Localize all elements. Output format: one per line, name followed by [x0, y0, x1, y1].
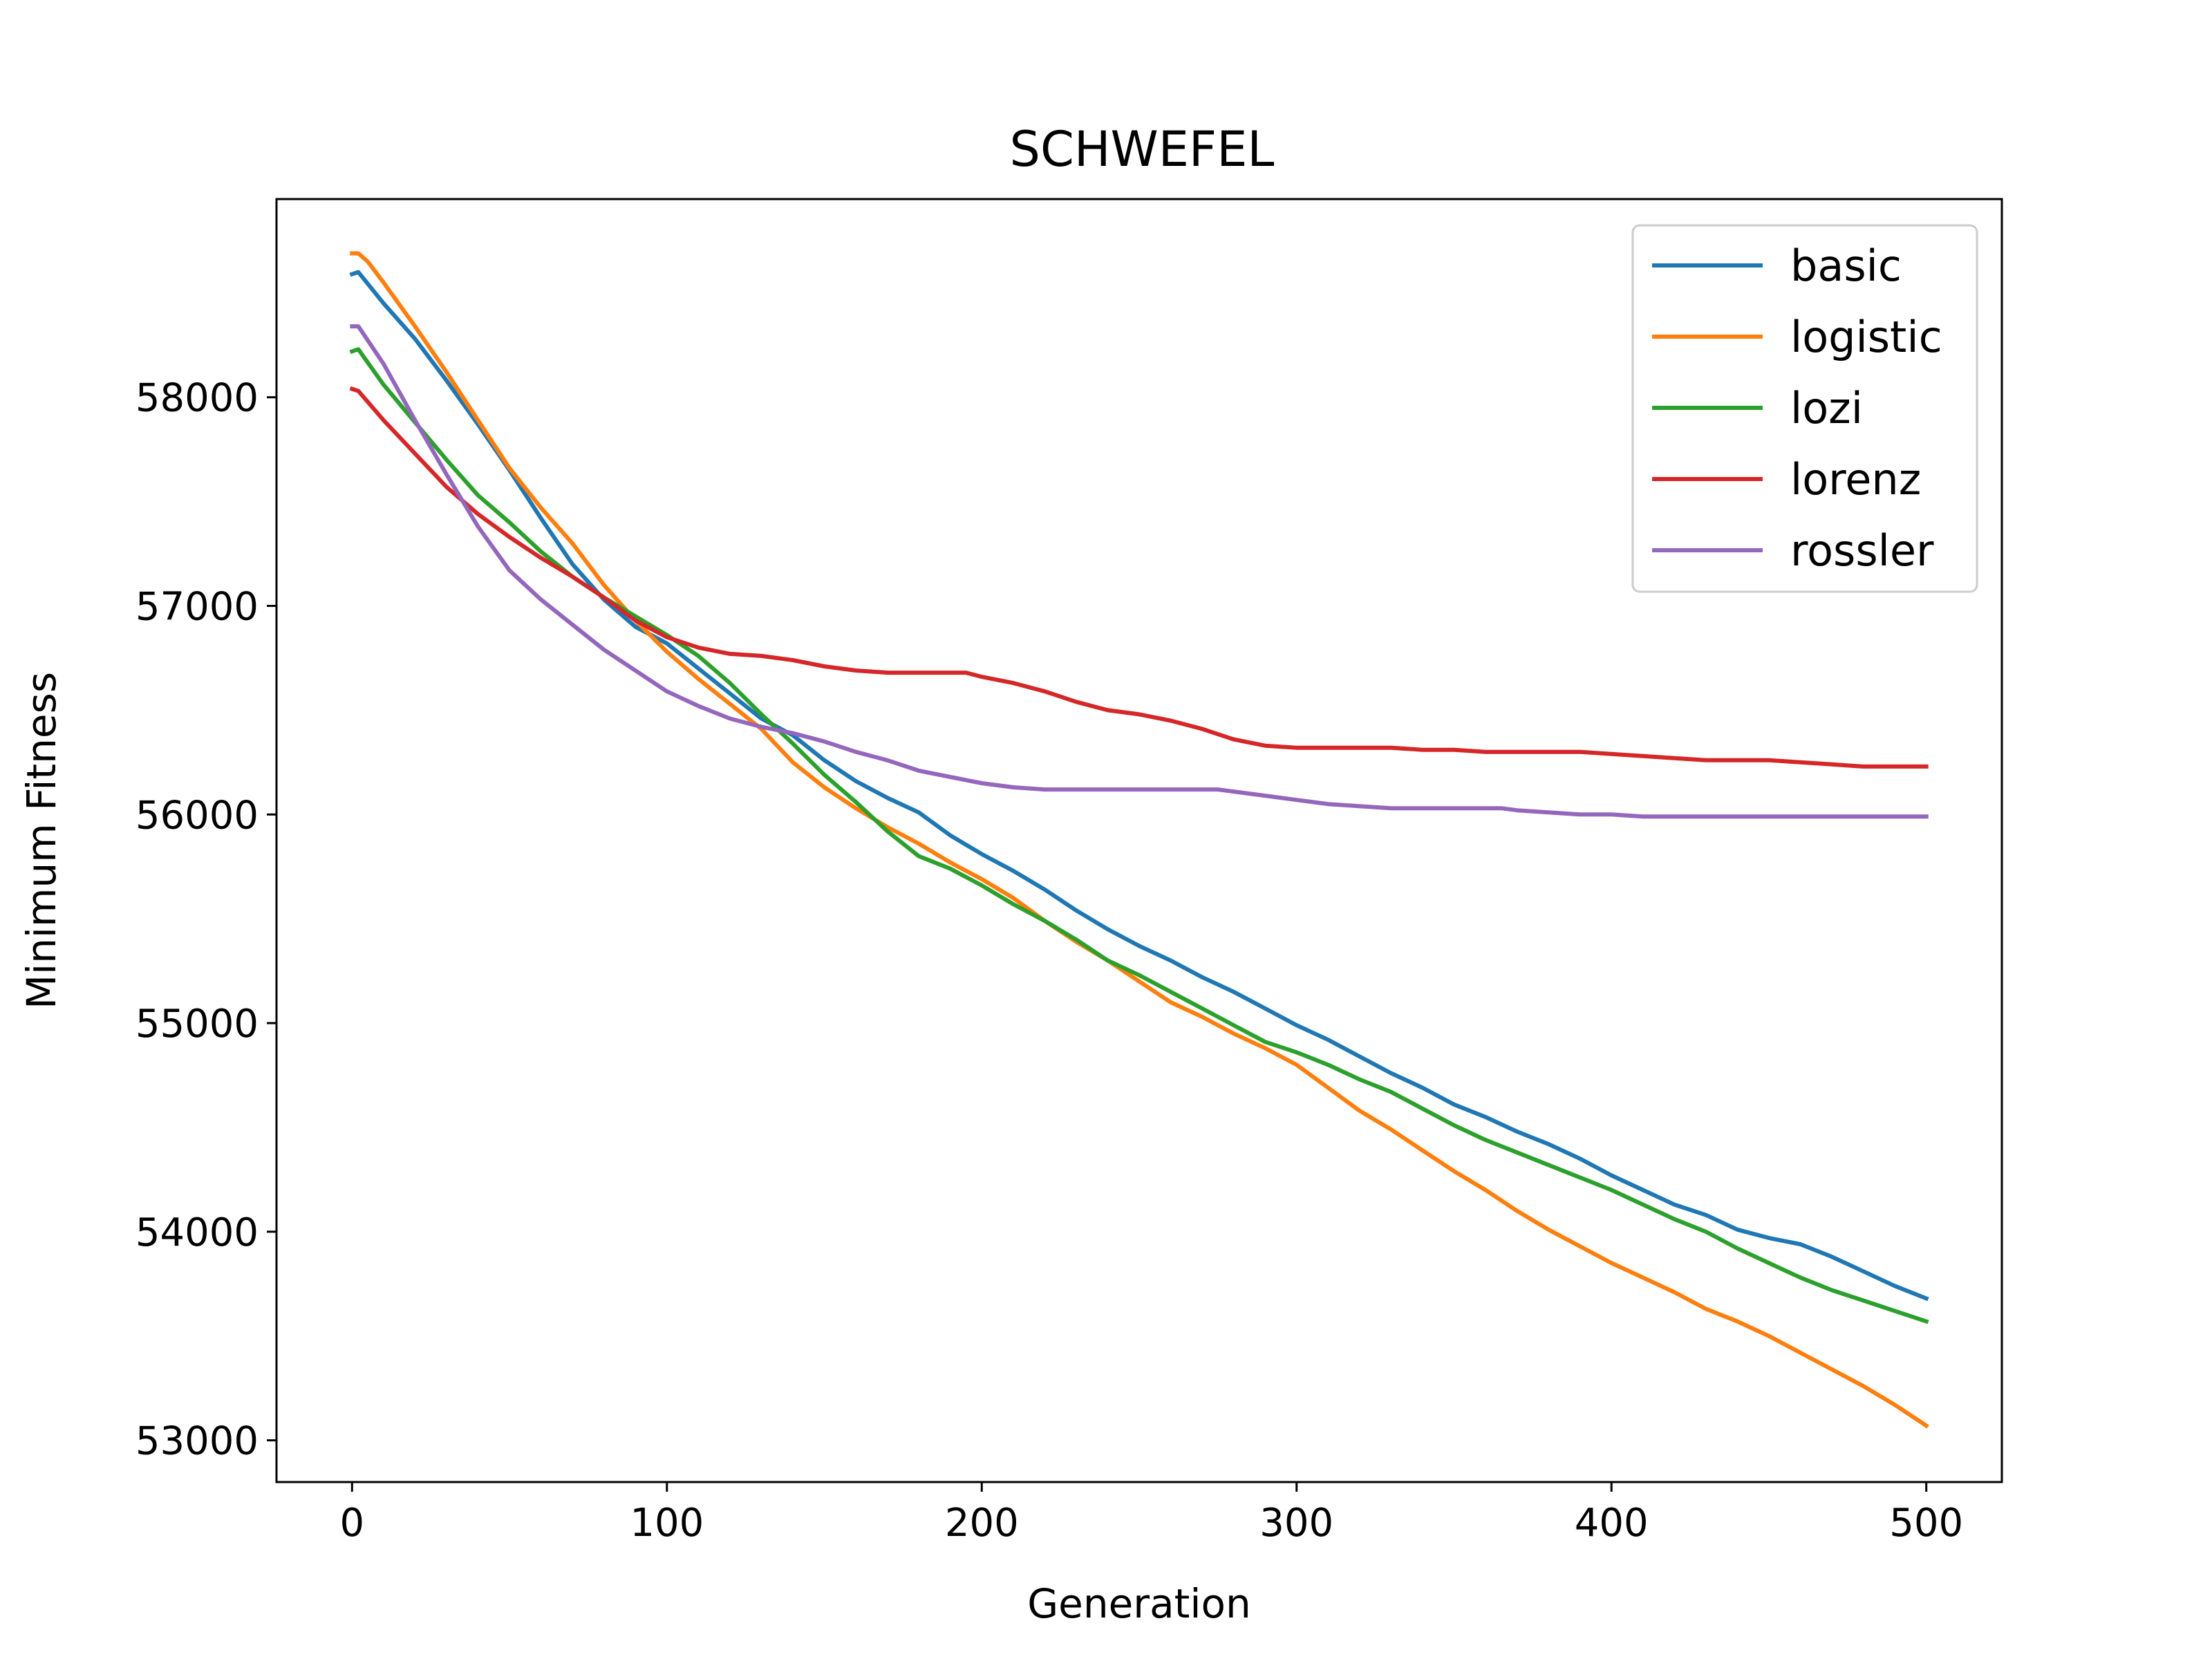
- legend-label-logistic: logistic: [1790, 312, 1942, 362]
- x-tick-label: 100: [630, 1501, 704, 1546]
- x-axis: 0 100 200 300 400 500: [339, 1482, 1963, 1546]
- y-tick-label: 56000: [135, 793, 259, 838]
- legend-label-lorenz: lorenz: [1790, 454, 1921, 505]
- series-line-rossler: [350, 324, 1929, 819]
- legend-label-rossler: rossler: [1790, 525, 1934, 576]
- legend: basic logistic lozi lorenz rossler: [1631, 224, 1978, 593]
- y-tick-label: 55000: [135, 1002, 259, 1047]
- x-tick-label: 300: [1259, 1501, 1333, 1546]
- y-tick-label: 57000: [135, 584, 259, 629]
- y-axis-label: Minimum Fitness: [18, 672, 65, 1009]
- chart-title: SCHWEFEL: [1010, 121, 1275, 178]
- y-tick-label: 58000: [135, 376, 259, 421]
- series-layer: [349, 251, 1929, 1429]
- x-tick-label: 500: [1889, 1501, 1963, 1546]
- series-line-basic: [349, 270, 1929, 1302]
- x-axis-label: Generation: [1027, 1580, 1251, 1627]
- series-line-lorenz: [349, 386, 1929, 769]
- y-tick-label: 54000: [135, 1210, 259, 1255]
- legend-label-lozi: lozi: [1790, 383, 1863, 433]
- x-tick-label: 400: [1575, 1501, 1649, 1546]
- y-tick-label: 53000: [135, 1419, 259, 1464]
- plot-frame: [275, 198, 2003, 1483]
- legend-box: [1631, 224, 1978, 593]
- legend-label-basic: basic: [1790, 241, 1902, 291]
- x-tick-label: 0: [339, 1501, 364, 1546]
- x-tick-label: 200: [945, 1501, 1019, 1546]
- y-axis: 53000 54000 55000 56000 57000 58000: [135, 376, 276, 1464]
